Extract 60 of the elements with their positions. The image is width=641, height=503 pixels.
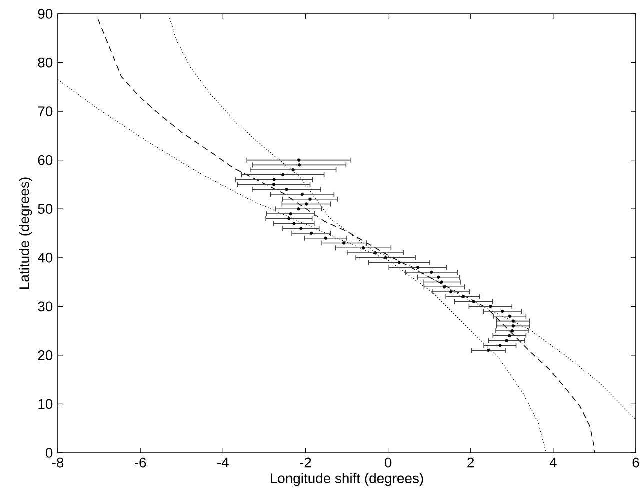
x-tick-label: 6 [632, 458, 640, 468]
point [281, 173, 285, 177]
point [374, 251, 378, 255]
point [300, 192, 304, 196]
point [398, 261, 402, 264]
point [285, 188, 288, 192]
point [505, 339, 508, 342]
point [512, 320, 515, 323]
point [292, 222, 296, 226]
point [362, 246, 366, 250]
point [498, 344, 502, 348]
point [304, 202, 308, 206]
y-tick-label: 60 [38, 155, 53, 166]
point [292, 168, 295, 172]
point [272, 178, 276, 182]
point [510, 329, 514, 333]
x-tick-label: 4 [550, 458, 557, 468]
point [508, 314, 512, 318]
point [272, 183, 276, 186]
y-tick-label: 70 [38, 106, 53, 116]
point [449, 290, 453, 294]
point [289, 212, 292, 216]
y-tick-label: 20 [38, 350, 53, 360]
point [297, 208, 300, 211]
point [308, 198, 312, 201]
y-tick-label: 30 [38, 302, 53, 312]
y-tick-label: 10 [38, 399, 53, 410]
point [512, 324, 515, 328]
y-tick-label: 0 [46, 448, 53, 458]
point [461, 295, 465, 298]
point [300, 227, 303, 230]
point [288, 217, 291, 220]
x-tick-label: -2 [300, 458, 312, 468]
point [342, 242, 346, 245]
y-tick-label: 40 [38, 252, 53, 263]
point [437, 276, 440, 279]
point [416, 266, 420, 270]
point [487, 348, 490, 352]
x-tick-label: 2 [468, 458, 474, 468]
point [298, 158, 301, 162]
x-tick-label: -8 [52, 458, 64, 468]
point [430, 270, 434, 274]
y-tick-label: 90 [38, 9, 53, 19]
point [384, 256, 388, 260]
point [501, 310, 504, 314]
point [324, 236, 328, 240]
x-tick-label: -6 [135, 458, 146, 468]
point [440, 280, 444, 284]
point [310, 232, 314, 236]
x-tick-label: 0 [384, 458, 392, 468]
point [508, 334, 512, 338]
point [472, 300, 476, 304]
point [298, 164, 302, 167]
x-tick-label: -4 [218, 458, 229, 468]
point [489, 305, 492, 308]
y-tick-label: 50 [38, 204, 53, 214]
y-axis-title: Latitude (degrees) [19, 178, 32, 289]
point [442, 286, 446, 289]
y-tick-label: 80 [38, 58, 53, 68]
x-axis-title: Longitude shift (degrees) [270, 473, 424, 486]
